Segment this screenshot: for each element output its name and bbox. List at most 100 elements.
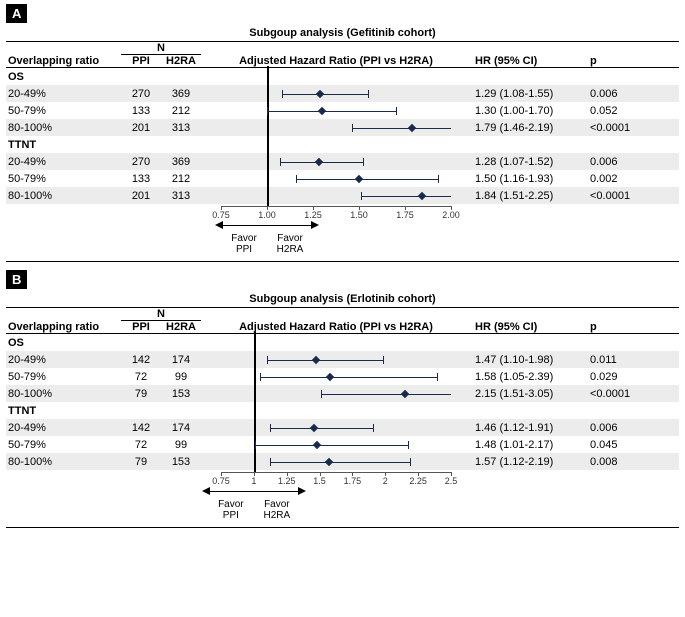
- data-row: 80-100%2013131.79 (1.46-2.19)<0.0001: [6, 119, 679, 136]
- ci-line: [296, 179, 438, 180]
- cell-plot: [201, 187, 471, 204]
- favor-right-label: FavorH2RA: [260, 233, 320, 255]
- ci-whisker: [267, 107, 268, 115]
- cell-ratio: 50-79%: [6, 173, 121, 185]
- cell-n-h2ra: 153: [161, 456, 201, 468]
- cell-n-ppi: 270: [121, 88, 161, 100]
- data-row: 50-79%1332121.30 (1.00-1.70)0.052: [6, 102, 679, 119]
- forest-body: OS 20-49%1421741.47 (1.10-1.98)0.011 50-79…: [6, 334, 679, 470]
- cell-p: 0.045: [586, 439, 646, 451]
- col-header-ppi: PPI: [121, 55, 161, 67]
- col-header-blank: [586, 308, 646, 321]
- cell-hr: 1.84 (1.51-2.25): [471, 190, 586, 202]
- cell-ratio: 80-100%: [6, 190, 121, 202]
- panel-badge: B: [6, 270, 27, 289]
- cell-n-h2ra: 212: [161, 173, 201, 185]
- data-row: 20-49%1421741.47 (1.10-1.98)0.011: [6, 351, 679, 368]
- ci-whisker: [352, 124, 353, 132]
- cell-n-ppi: 201: [121, 122, 161, 134]
- cell-ratio: 20-49%: [6, 156, 121, 168]
- section-name: TTNT: [6, 139, 121, 151]
- point-marker: [326, 372, 334, 380]
- favor-right-label: FavorH2RA: [247, 499, 307, 521]
- ci-whisker: [437, 373, 438, 381]
- cell-plot: [201, 351, 471, 368]
- data-row: 80-100%201313 1.84 (1.51-2.25)<0.0001: [6, 187, 679, 204]
- cell-n-ppi: 201: [121, 190, 161, 202]
- point-marker: [401, 389, 409, 397]
- ci-whisker: [383, 356, 384, 364]
- ci-whisker: [280, 158, 281, 166]
- point-marker: [408, 123, 416, 131]
- reference-line: [254, 451, 256, 472]
- ci-line: [267, 111, 396, 112]
- cell-plot: [201, 102, 471, 119]
- col-header-ppi: PPI: [121, 321, 161, 333]
- col-header-h2ra: H2RA: [161, 55, 201, 67]
- cell-n-ppi: 142: [121, 422, 161, 434]
- cell-hr: 1.57 (1.12-2.19): [471, 456, 586, 468]
- data-row: 20-49%1421741.46 (1.12-1.91)0.006: [6, 419, 679, 436]
- cell-p: 0.006: [586, 156, 646, 168]
- cell-plot: [201, 385, 471, 402]
- point-marker: [314, 157, 322, 165]
- cell-p: <0.0001: [586, 190, 646, 202]
- cell-p: 0.052: [586, 105, 646, 117]
- table-header: NOverlapping ratioPPIH2RAAdjusted Hazard…: [6, 308, 679, 334]
- cell-hr: 1.79 (1.46-2.19): [471, 122, 586, 134]
- panel-footer-rule: [6, 527, 679, 528]
- cell-ratio: 20-49%: [6, 354, 121, 366]
- col-header-hr: HR (95% CI): [471, 55, 586, 67]
- cell-n-ppi: 72: [121, 371, 161, 383]
- cell-plot: [201, 85, 471, 102]
- cell-n-h2ra: 313: [161, 190, 201, 202]
- panel-footer-rule: [6, 261, 679, 262]
- ci-whisker: [321, 390, 322, 398]
- forest-body: OS20-49%2703691.29 (1.08-1.55)0.00650-79…: [6, 68, 679, 204]
- cell-p: 0.008: [586, 456, 646, 468]
- data-row: 50-79%72991.48 (1.01-2.17)0.045: [6, 436, 679, 453]
- cell-plot: [201, 436, 471, 453]
- cell-ratio: 80-100%: [6, 388, 121, 400]
- panel-badge: A: [6, 4, 27, 23]
- col-header-p: p: [586, 55, 646, 67]
- cell-ratio: 80-100%: [6, 122, 121, 134]
- ci-whisker: [410, 458, 411, 466]
- cell-ratio: 20-49%: [6, 88, 121, 100]
- ci-whisker: [270, 424, 271, 432]
- cell-n-ppi: 72: [121, 439, 161, 451]
- ci-whisker: [296, 175, 297, 183]
- col-header-h2ra: H2RA: [161, 321, 201, 333]
- arrow-left-icon: [202, 487, 210, 495]
- ci-whisker: [255, 441, 256, 449]
- point-marker: [313, 440, 321, 448]
- col-header-p: p: [586, 321, 646, 333]
- ci-whisker: [361, 192, 362, 200]
- cell-n-h2ra: 212: [161, 105, 201, 117]
- cell-n-ppi: 142: [121, 354, 161, 366]
- cell-hr: 1.28 (1.07-1.52): [471, 156, 586, 168]
- panel-title: Subgoup analysis (Erlotinib cohort): [6, 293, 679, 308]
- cell-plot: [201, 453, 471, 470]
- cell-n-ppi: 133: [121, 105, 161, 117]
- cell-n-h2ra: 153: [161, 388, 201, 400]
- arrow-left-icon: [215, 221, 223, 229]
- point-marker: [316, 89, 324, 97]
- cell-hr: 1.50 (1.16-1.93): [471, 173, 586, 185]
- col-header-hrplot: Adjusted Hazard Ratio (PPI vs H2RA): [201, 55, 471, 67]
- col-header-ratio: Overlapping ratio: [6, 55, 121, 67]
- section-name: OS: [6, 337, 121, 349]
- cell-plot: [201, 170, 471, 187]
- col-header-blank: [201, 42, 471, 55]
- cell-p: 0.029: [586, 371, 646, 383]
- cell-plot: [201, 153, 471, 170]
- point-marker: [417, 191, 425, 199]
- ci-whisker: [260, 373, 261, 381]
- point-marker: [318, 106, 326, 114]
- col-header-blank: [6, 42, 121, 55]
- cell-hr: 1.58 (1.05-2.39): [471, 371, 586, 383]
- col-header-blank: [201, 308, 471, 321]
- ci-line: [255, 445, 407, 446]
- point-marker: [325, 457, 333, 465]
- cell-n-h2ra: 174: [161, 422, 201, 434]
